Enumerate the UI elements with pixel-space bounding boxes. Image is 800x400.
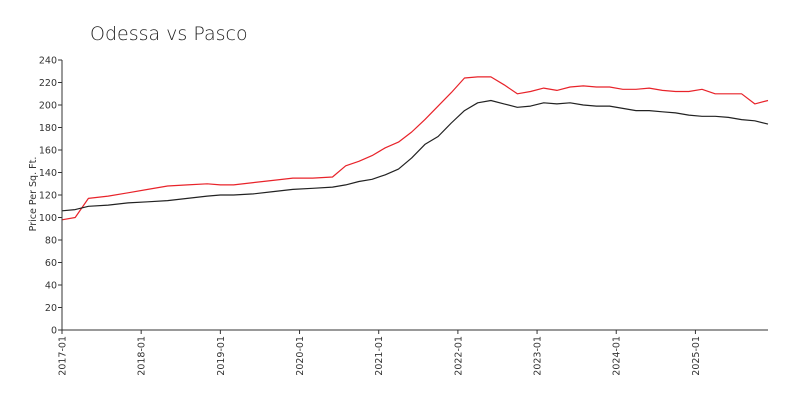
x-tick-label: 2025-01 bbox=[691, 336, 702, 376]
y-axis-label: Price Per Sq. Ft. bbox=[28, 157, 39, 232]
series-layer bbox=[61, 76, 769, 221]
y-tick-label: 120 bbox=[39, 191, 57, 202]
x-tick-label: 2022-01 bbox=[453, 336, 464, 376]
series-line-2 bbox=[61, 99, 769, 212]
x-tick-label: 2020-01 bbox=[295, 336, 306, 376]
y-tick-label: 40 bbox=[45, 281, 57, 292]
y-tick-label: 80 bbox=[45, 236, 57, 247]
series-line-1 bbox=[61, 76, 769, 221]
axes-layer bbox=[61, 60, 768, 331]
chart-title: Odessa vs Pasco bbox=[90, 23, 248, 45]
y-tick-label: 240 bbox=[39, 56, 57, 67]
x-ticks: 2017-01 2018-01 2019-01 2020-01 2021-01 2022-… bbox=[58, 330, 702, 376]
x-tick-label: 2018-01 bbox=[137, 336, 148, 376]
y-tick-label: 180 bbox=[39, 123, 57, 134]
x-tick-label: 2021-01 bbox=[374, 336, 385, 376]
y-tick-label: 200 bbox=[39, 101, 57, 112]
x-tick-label: 2024-01 bbox=[612, 336, 623, 376]
y-tick-label: 0 bbox=[51, 326, 57, 337]
x-tick-label: 2023-01 bbox=[533, 336, 544, 376]
y-tick-label: 100 bbox=[39, 213, 57, 224]
y-tick-label: 60 bbox=[45, 258, 57, 269]
y-tick-label: 220 bbox=[39, 78, 57, 89]
x-tick-label: 2017-01 bbox=[58, 336, 69, 376]
x-tick-label: 2019-01 bbox=[216, 336, 227, 376]
y-ticks: 0 20 40 60 80 100 120 140 160 180 200 220 240 bbox=[39, 56, 62, 337]
y-tick-label: 140 bbox=[39, 168, 57, 179]
y-tick-label: 160 bbox=[39, 146, 57, 157]
y-tick-label: 20 bbox=[45, 303, 57, 314]
